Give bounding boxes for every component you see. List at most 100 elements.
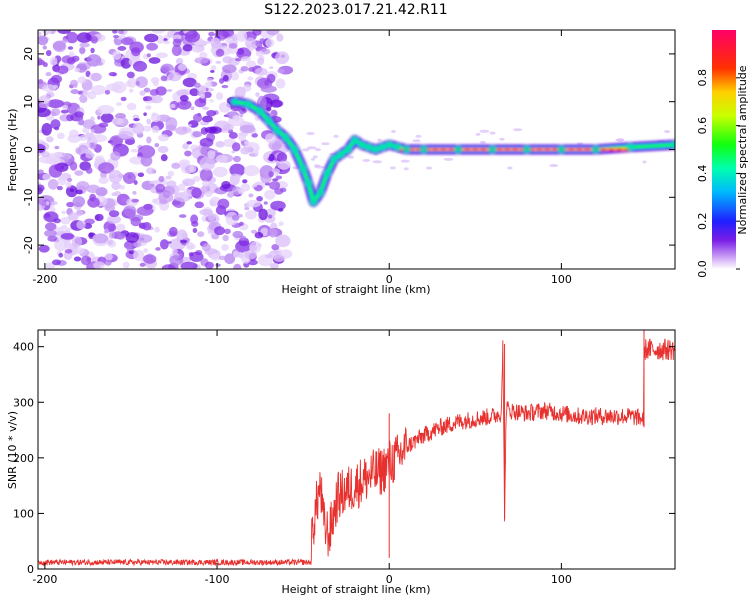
noise-blob [133, 249, 145, 261]
noise-blob [271, 168, 281, 175]
noise-blob [108, 210, 120, 218]
snr-panel: -200 -100 0 100 0 100 200 300 400 Height of str… [6, 329, 676, 596]
ridge-blob [323, 169, 332, 178]
noise-blob [190, 106, 195, 111]
noise-blob [120, 57, 132, 69]
noise-blob [79, 42, 90, 48]
noise-blob [258, 208, 268, 221]
noise-blob [90, 129, 95, 134]
noise-blob [131, 198, 139, 203]
noise-blob [269, 66, 274, 70]
spec-y-tick-label: -10 [22, 188, 35, 206]
noise-blob [146, 136, 152, 144]
snr-x-label: Height of straight line (km) [281, 583, 430, 596]
noise-blob [76, 220, 86, 230]
noise-blob [126, 71, 135, 79]
spectrogram-noise-region [38, 30, 673, 269]
noise-blob [60, 233, 75, 240]
noise-blob [235, 156, 241, 162]
noise-blob [142, 221, 152, 231]
noise-blob [67, 177, 73, 183]
noise-blob [45, 201, 50, 206]
noise-blob [121, 37, 134, 46]
noise-blob [204, 261, 214, 269]
noise-blob [65, 181, 72, 188]
noise-blob [51, 259, 61, 266]
noise-blob [60, 216, 71, 225]
noise-blob [67, 134, 82, 143]
ridge-blob [343, 145, 352, 154]
noise-blob [143, 87, 151, 93]
noise-blob [72, 83, 78, 88]
noise-blob [50, 207, 56, 213]
noise-blob [664, 130, 671, 134]
noise-blob [123, 172, 136, 185]
noise-blob [192, 113, 203, 123]
noise-blob [49, 56, 58, 66]
noise-blob [52, 40, 67, 53]
noise-blob [232, 230, 244, 239]
noise-blob [191, 187, 202, 199]
noise-blob [104, 89, 111, 95]
spec-y-tick-label: 10 [22, 95, 35, 109]
noise-blob [87, 91, 97, 100]
noise-blob [82, 148, 92, 155]
noise-blob [148, 180, 157, 185]
noise-blob [219, 36, 226, 41]
noise-blob [45, 49, 52, 57]
noise-blob [259, 38, 266, 44]
noise-blob [128, 88, 134, 93]
noise-blob [149, 95, 163, 104]
noise-blob [121, 197, 128, 203]
noise-blob [243, 165, 260, 177]
snr-line [38, 338, 675, 567]
noise-blob [151, 30, 166, 34]
noise-blob [111, 192, 117, 197]
noise-blob [117, 130, 134, 139]
noise-blob [513, 128, 523, 132]
ridge-blob [402, 145, 411, 154]
noise-blob [108, 72, 117, 77]
noise-blob [104, 252, 113, 261]
noise-blob [279, 187, 287, 193]
noise-blob [412, 139, 421, 143]
noise-blob [642, 160, 647, 164]
noise-blob [207, 149, 216, 159]
snr-series [38, 330, 675, 567]
noise-blob [230, 71, 240, 81]
noise-blob [372, 160, 383, 164]
noise-blob [61, 104, 69, 110]
noise-blob [403, 167, 409, 171]
noise-blob [400, 159, 410, 163]
noise-blob [47, 235, 58, 242]
snr-y-tick-label: 100 [13, 507, 34, 520]
noise-blob [241, 56, 251, 62]
noise-blob [227, 191, 235, 198]
ridge-blob [256, 107, 265, 116]
noise-blob [85, 166, 93, 174]
noise-blob [110, 151, 121, 161]
noise-blob [206, 109, 217, 117]
noise-blob [246, 60, 257, 68]
noise-blob [40, 151, 50, 158]
noise-blob [132, 191, 137, 195]
noise-blob [191, 46, 203, 53]
noise-blob [183, 189, 193, 196]
noise-blob [228, 131, 238, 139]
noise-blob [248, 46, 254, 52]
noise-blob [232, 114, 240, 121]
noise-blob [206, 77, 213, 82]
noise-blob [190, 214, 199, 225]
noise-blob [313, 164, 321, 168]
ridge-blob [281, 133, 290, 142]
noise-blob [45, 91, 55, 98]
noise-blob [161, 264, 176, 269]
noise-blob [199, 51, 208, 59]
noise-blob [242, 179, 248, 184]
noise-blob [189, 88, 200, 97]
noise-blob [157, 145, 169, 154]
noise-blob [268, 170, 274, 178]
noise-blob [231, 142, 241, 152]
noise-blob [122, 261, 130, 269]
noise-blob [215, 92, 224, 101]
